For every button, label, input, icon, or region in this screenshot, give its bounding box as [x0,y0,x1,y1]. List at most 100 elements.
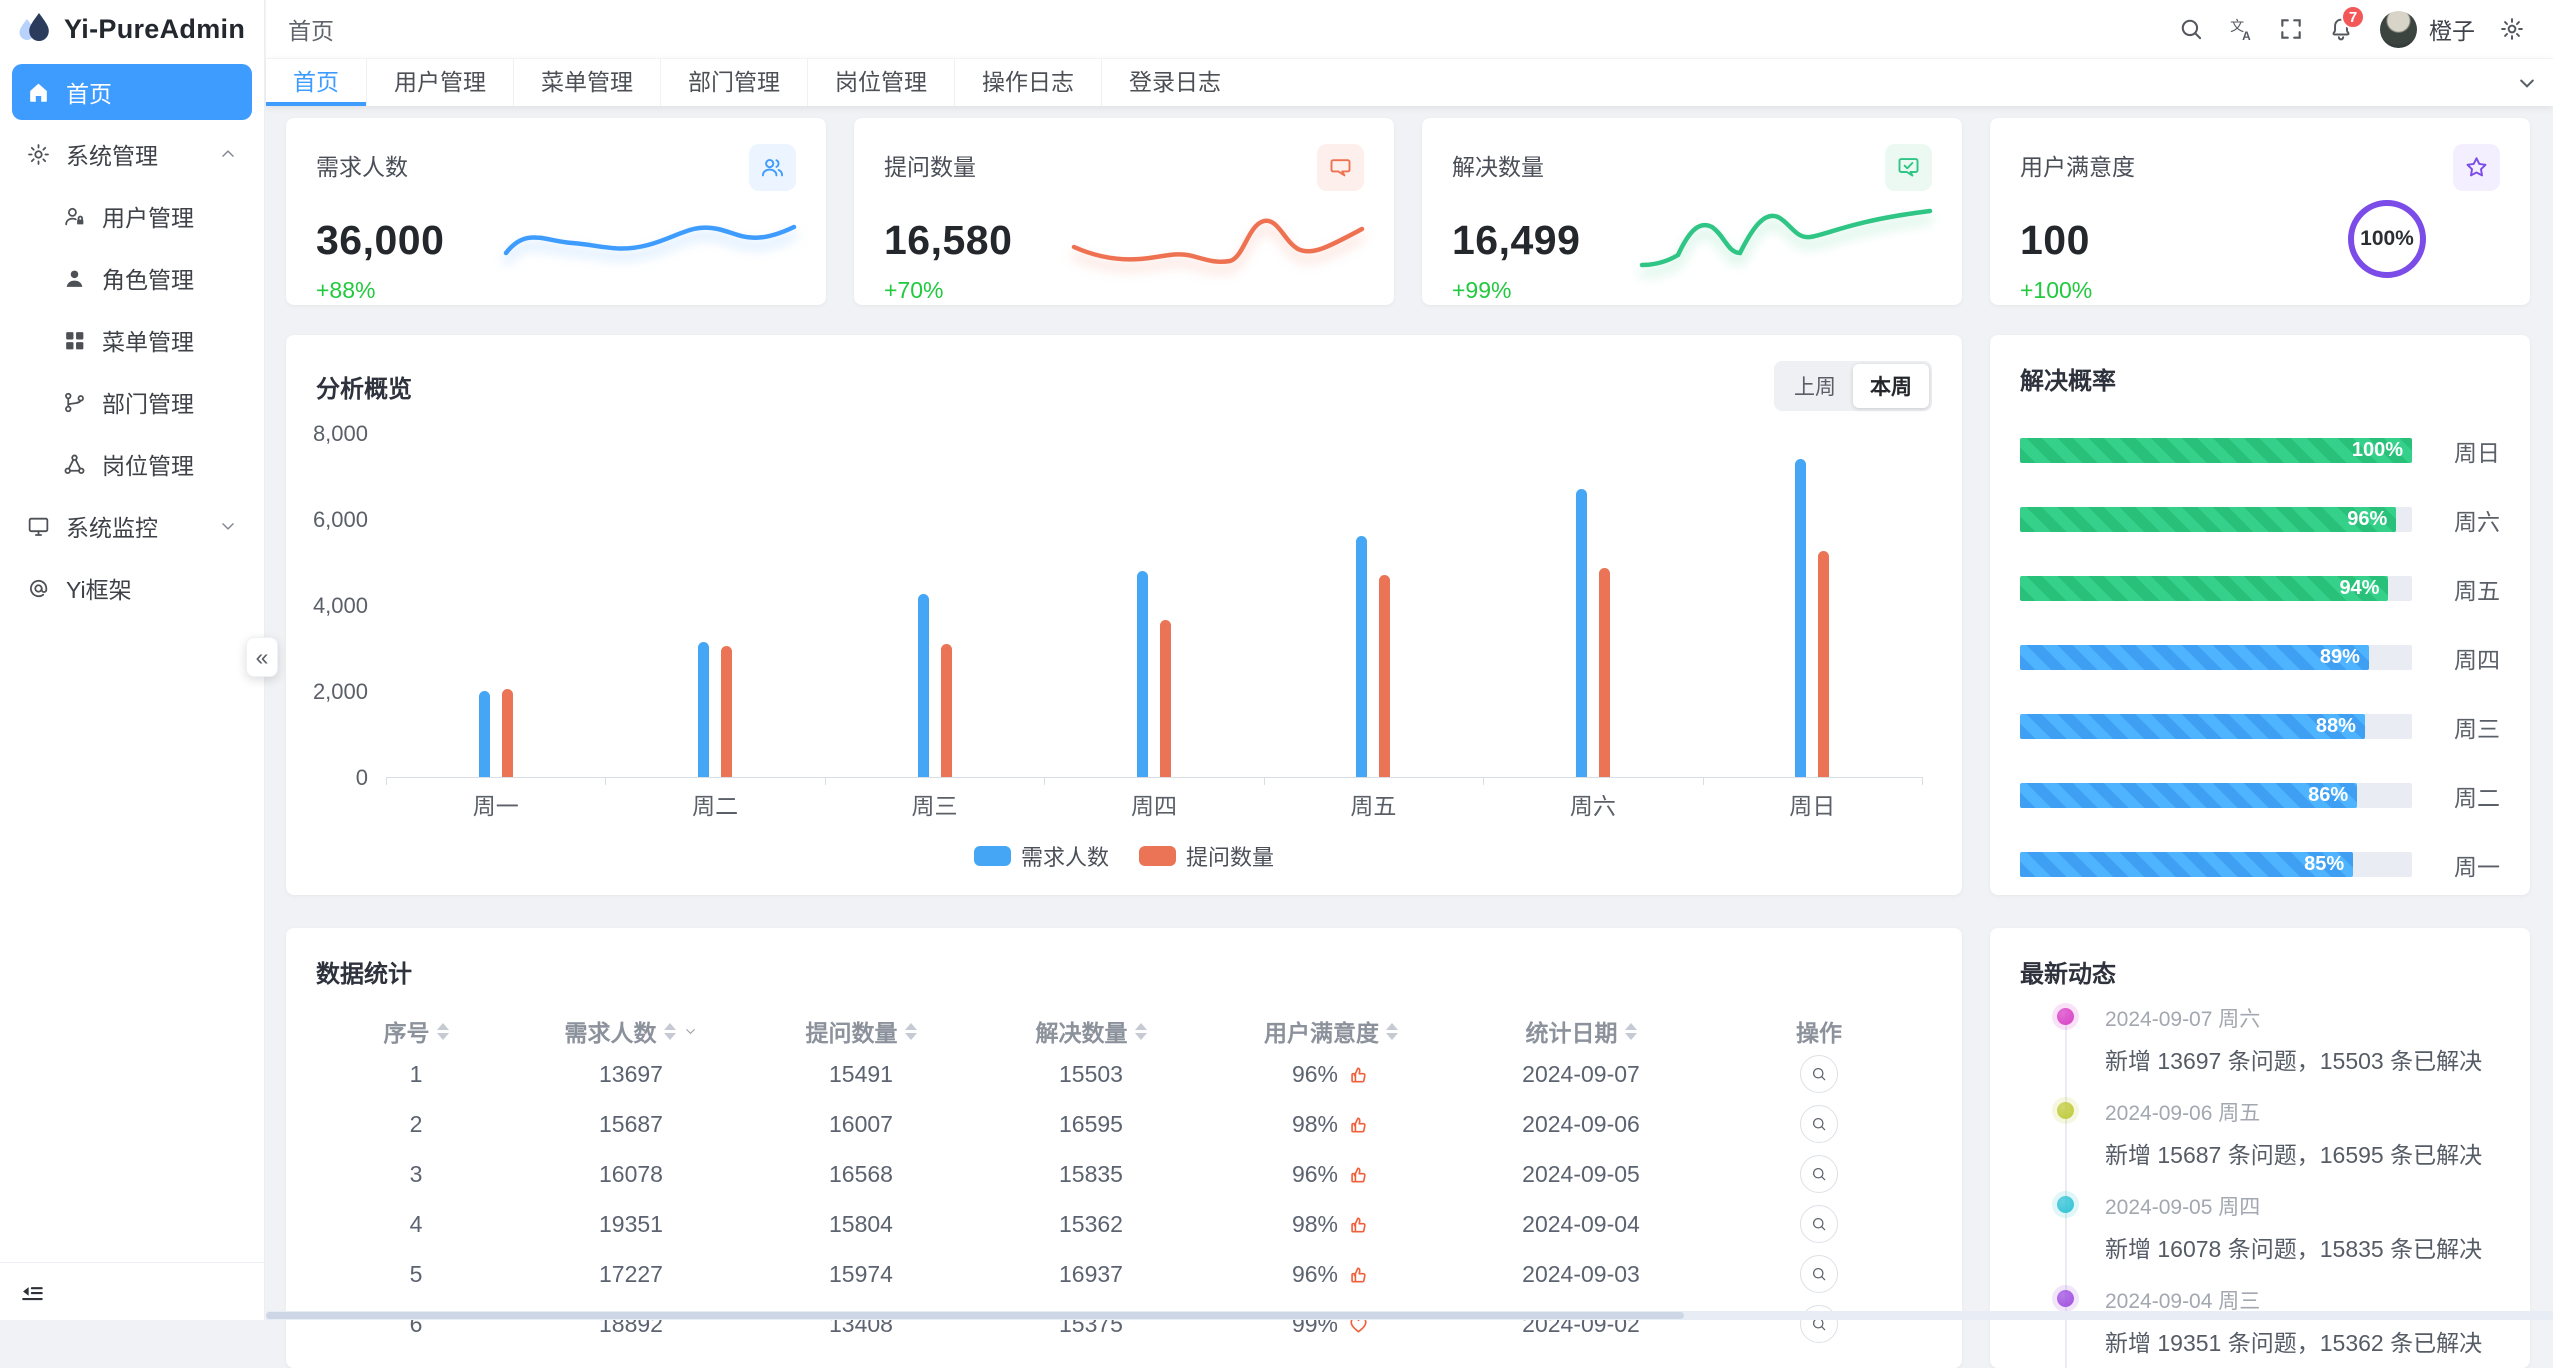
timeline-date: 2024-09-06 周五 [2105,1097,2500,1127]
satisfaction-value: 96% [1292,1161,1338,1188]
legend-item-提问数量[interactable]: 提问数量 [1139,840,1274,872]
column-header-序号[interactable]: 序号 [316,1014,516,1048]
bar-提问数量 [941,644,952,777]
axis-tick [1703,777,1704,785]
axis-tick [605,777,606,785]
sparkline-blue [500,191,800,281]
sidebar-item-系统监控[interactable]: 系统监控 [12,498,252,554]
progress-day-label: 周三 [2454,710,2500,744]
stat-card-delta: +100% [2020,277,2500,304]
table-header-row: 序号需求人数提问数量解决数量用户满意度统计日期操作 [316,1013,1932,1049]
sidebar-collapse-button[interactable]: « [246,637,278,677]
column-header-需求人数[interactable]: 需求人数 [516,1014,746,1048]
sidebar-item-角色管理[interactable]: 角色管理 [12,250,252,306]
at-icon [26,576,51,601]
column-label: 需求人数 [565,1014,657,1048]
tab-菜单管理[interactable]: 菜单管理 [513,59,660,106]
sort-carets-icon[interactable] [664,1023,676,1040]
row-view-button[interactable] [1800,1255,1838,1293]
sort-carets-icon[interactable] [905,1023,917,1040]
progress-track: 96% [2020,507,2412,532]
x-axis-label: 周一 [386,787,605,821]
bell-icon[interactable]: 7 [2316,0,2366,58]
cell-demand: 17227 [516,1261,746,1288]
progress-percent-label: 85% [2304,853,2344,876]
sort-carets-icon[interactable] [1135,1023,1147,1040]
row-view-button[interactable] [1800,1155,1838,1193]
sidebar-item-岗位管理[interactable]: 岗位管理 [12,436,252,492]
bar-需求人数 [918,594,929,777]
fullscreen-icon[interactable] [2266,0,2316,58]
horizontal-scrollbar-thumb[interactable] [266,1312,1684,1319]
breadcrumb[interactable]: 首页 [288,12,334,46]
avatar[interactable] [2380,11,2417,48]
sidebar-item-label: 系统管理 [66,137,158,171]
column-header-提问数量[interactable]: 提问数量 [746,1014,976,1048]
bar-group-周一 [386,434,605,777]
tab-首页[interactable]: 首页 [266,59,366,106]
bar-提问数量 [1379,575,1390,777]
settings-gear-icon[interactable] [2487,0,2537,58]
progress-day-label: 周五 [2454,572,2500,606]
sort-carets-icon[interactable] [1625,1023,1637,1040]
column-header-统计日期[interactable]: 统计日期 [1456,1014,1706,1048]
y-axis-label: 6,000 [304,507,368,533]
sidebar-item-系统管理[interactable]: 系统管理 [12,126,252,182]
timeline-item: 2024-09-06 周五新增 15687 条问题，16595 条已解决 [2020,1097,2500,1170]
legend-item-需求人数[interactable]: 需求人数 [974,840,1109,872]
translate-icon[interactable]: 文 A [2216,0,2266,58]
bar-提问数量 [1818,551,1829,777]
tabs-chevron-down-icon[interactable] [2501,59,2553,106]
cell-date: 2024-09-06 [1456,1111,1706,1138]
row-view-button[interactable] [1800,1055,1838,1093]
sidebar-item-Yi框架[interactable]: Yi框架 [12,560,252,616]
tab-部门管理[interactable]: 部门管理 [660,59,807,106]
bar-提问数量 [502,689,513,777]
axis-tick [1483,777,1484,785]
progress-track: 89% [2020,645,2412,670]
cell-satisfaction: 98% [1206,1211,1456,1238]
logo-row[interactable]: Yi-PureAdmin [0,0,264,58]
timeline-dot [2057,1196,2074,1213]
username[interactable]: 橙子 [2429,12,2475,46]
tab-用户管理[interactable]: 用户管理 [366,59,513,106]
column-label: 统计日期 [1526,1014,1618,1048]
toggle-this-week[interactable]: 本周 [1853,364,1929,408]
horizontal-scrollbar [266,1311,2553,1320]
sidebar-item-菜单管理[interactable]: 菜单管理 [12,312,252,368]
tab-岗位管理[interactable]: 岗位管理 [807,59,954,106]
tab-操作日志[interactable]: 操作日志 [954,59,1101,106]
sidebar-item-用户管理[interactable]: 用户管理 [12,188,252,244]
sidebar-item-部门管理[interactable]: 部门管理 [12,374,252,430]
cell-demand: 16078 [516,1161,746,1188]
axis-tick [1264,777,1265,785]
column-header-解决数量[interactable]: 解决数量 [976,1014,1206,1048]
cell-date: 2024-09-03 [1456,1261,1706,1288]
cell-satisfaction: 96% [1206,1161,1456,1188]
column-label: 解决数量 [1036,1014,1128,1048]
search-icon[interactable] [2166,0,2216,58]
sort-carets-icon[interactable] [1386,1023,1398,1040]
bar-需求人数 [1576,489,1587,777]
row-view-button[interactable] [1800,1205,1838,1243]
row-view-button[interactable] [1800,1105,1838,1143]
sidebar-item-首页[interactable]: 首页 [12,64,252,120]
sort-carets-icon[interactable] [437,1023,449,1040]
cell-satisfaction: 98% [1206,1111,1456,1138]
timeline-dot [2057,1008,2074,1025]
toggle-last-week[interactable]: 上周 [1777,364,1853,408]
bar-提问数量 [1599,568,1610,777]
timeline-date: 2024-09-05 周四 [2105,1191,2500,1221]
fold-menu-icon[interactable] [20,1279,46,1305]
filter-chevron-icon[interactable] [683,1024,698,1039]
tab-登录日志[interactable]: 登录日志 [1101,59,1248,106]
column-header-用户满意度[interactable]: 用户满意度 [1206,1014,1456,1048]
table-title: 数据统计 [316,961,412,988]
axis-tick [825,777,826,785]
column-label: 提问数量 [806,1014,898,1048]
